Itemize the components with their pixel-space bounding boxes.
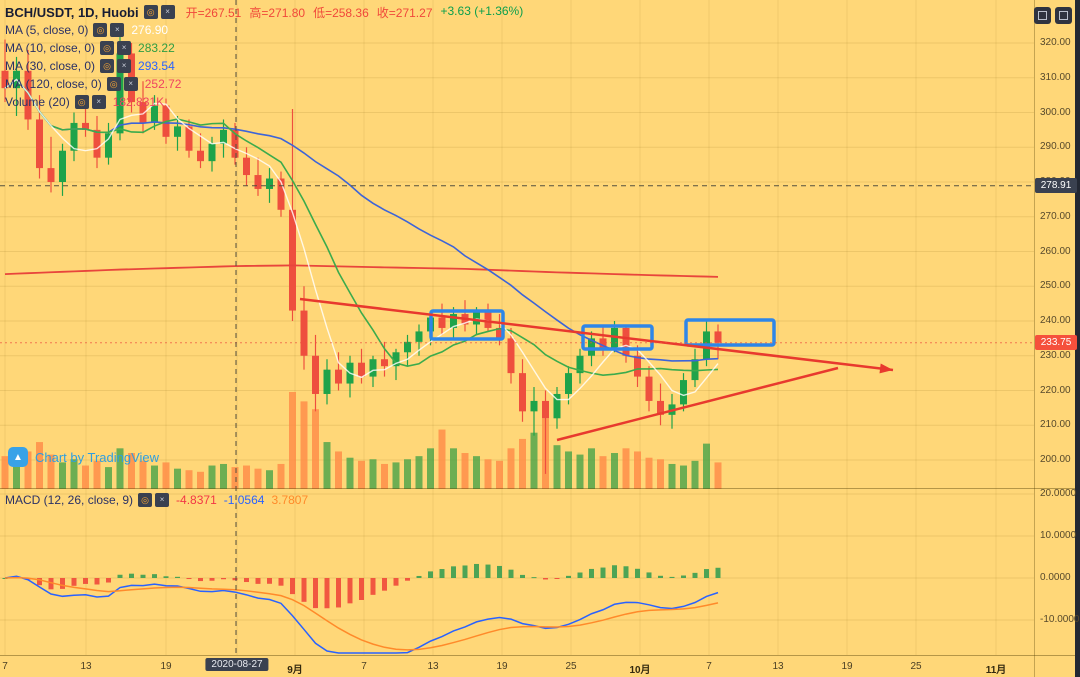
drawing-annotations[interactable] (299, 297, 894, 442)
macd-legend: MACD (12, 26, close, 9) ◎ × -4.8371 -1.05… (5, 492, 308, 508)
close-icon[interactable]: × (117, 41, 132, 55)
price-tick: 200.00 (1040, 454, 1071, 465)
panel-controls (1034, 7, 1072, 24)
price-tick: 220.00 (1040, 384, 1071, 396)
indicator-value: 293.54 (138, 59, 175, 73)
macd-tick: 10.0000 (1040, 530, 1077, 541)
macd-tick: 0.0000 (1040, 572, 1071, 583)
time-tick: 7 (2, 661, 8, 672)
trend-line (556, 366, 839, 442)
price-tick: 240.00 (1040, 315, 1071, 326)
time-tick: 19 (496, 661, 508, 672)
ohlc-open: 开=267.51 (185, 5, 242, 20)
consolidation-box (581, 324, 654, 351)
price-tick: 320.00 (1040, 37, 1071, 48)
ohlc-change: +3.63 (+1.36%) (440, 3, 524, 18)
indicator-value: 283.22 (138, 41, 175, 55)
time-tick: 13 (80, 661, 92, 672)
indicator-row-volume: Volume (20) ◎ × 182.831K (5, 93, 523, 111)
visibility-toggle-icon[interactable]: ◎ (93, 23, 108, 37)
price-tick: 300.00 (1040, 106, 1071, 118)
consolidation-box (684, 318, 776, 347)
right-edge-strip (1075, 0, 1080, 677)
time-tick: 13 (427, 661, 439, 672)
last-price-badge: 233.75 (1035, 334, 1077, 350)
macd-line-value: -1.0564 (223, 493, 265, 507)
indicator-value: 252.72 (144, 77, 182, 91)
price-tick: 250.00 (1040, 280, 1071, 292)
ohlc-high: 高=271.80 (249, 5, 306, 20)
ohlc-values: 开=267.51 高=271.80 低=258.36 收=271.27 +3.6… (186, 4, 524, 21)
price-tick: 230.00 (1040, 349, 1071, 361)
macd-signal-value: 3.7807 (271, 493, 309, 507)
visibility-toggle-icon[interactable]: ◎ (100, 59, 115, 73)
indicator-row-ma120: MA (120, close, 0) ◎ × 252.72 (5, 75, 523, 93)
tradingview-logo-icon: ▲ (8, 447, 28, 467)
close-icon[interactable]: × (91, 95, 106, 109)
consolidation-box (429, 309, 505, 341)
time-tick: 19 (160, 661, 172, 672)
price-tick: 210.00 (1040, 419, 1071, 431)
time-tick: 13 (772, 661, 784, 672)
pane-settings-icon[interactable] (1055, 7, 1072, 24)
close-icon[interactable]: × (155, 493, 170, 507)
indicator-label[interactable]: MA (120, close, 0) (5, 77, 102, 91)
time-tick: 10月 (629, 665, 651, 676)
legend: BCH/USDT, 1D, Huobi ◎ × 开=267.51 高=271.8… (5, 3, 523, 111)
indicator-value: 276.90 (131, 23, 169, 37)
watermark-text: Chart by TradingView (35, 449, 160, 465)
crosshair-price-badge: 278.91 (1035, 177, 1077, 193)
visibility-toggle-icon[interactable]: ◎ (106, 77, 121, 91)
price-tick: 310.00 (1040, 71, 1071, 83)
macd-tick: -10.0000 (1040, 614, 1080, 625)
indicator-label[interactable]: Volume (20) (5, 95, 70, 109)
time-tick: 25 (910, 661, 922, 672)
visibility-toggle-icon[interactable]: ◎ (74, 95, 89, 109)
indicator-label[interactable]: MA (10, close, 0) (5, 41, 96, 55)
time-tick: 25 (565, 661, 577, 672)
indicator-row-ma5: MA (5, close, 0) ◎ × 276.90 (5, 21, 523, 39)
volume-bars (1, 392, 722, 489)
indicator-row-ma30: MA (30, close, 0) ◎ × 293.54 (5, 57, 523, 75)
indicator-row-ma10: MA (10, close, 0) ◎ × 283.22 (5, 39, 523, 57)
crosshair (0, 0, 1034, 655)
time-tick: 11月 (985, 665, 1007, 676)
maximize-pane-icon[interactable] (1034, 7, 1051, 24)
close-icon[interactable]: × (123, 77, 138, 91)
price-tick: 290.00 (1040, 141, 1071, 153)
visibility-toggle-icon[interactable]: ◎ (100, 41, 115, 55)
close-icon[interactable]: × (110, 23, 125, 37)
indicator-label[interactable]: MA (30, close, 0) (5, 59, 96, 73)
macd-tick: 20.0000 (1040, 488, 1077, 499)
symbol-row: BCH/USDT, 1D, Huobi ◎ × 开=267.51 高=271.8… (5, 3, 523, 21)
time-tick: 7 (361, 661, 367, 672)
moving-averages (4, 78, 719, 401)
symbol-title[interactable]: BCH/USDT, 1D, Huobi (5, 4, 139, 20)
indicator-label[interactable]: MA (5, close, 0) (5, 23, 89, 37)
crosshair-date-badge: 2020-08-27 (205, 658, 269, 671)
price-tick: 270.00 (1040, 210, 1071, 222)
visibility-toggle-icon[interactable]: ◎ (143, 5, 158, 19)
ohlc-low: 低=258.36 (313, 5, 369, 20)
macd-hist-value: -4.8371 (176, 493, 217, 507)
ohlc-close: 收=271.27 (376, 5, 433, 20)
tradingview-watermark[interactable]: ▲ Chart by TradingView (8, 447, 159, 467)
time-tick: 9月 (287, 665, 303, 676)
time-tick: 19 (841, 661, 853, 672)
macd-pane (2, 563, 721, 654)
time-tick: 7 (706, 661, 712, 672)
macd-label[interactable]: MACD (12, 26, close, 9) (5, 493, 134, 507)
trend-line (299, 297, 894, 372)
trend-arrowhead (879, 363, 893, 374)
close-icon[interactable]: × (117, 59, 132, 73)
close-icon[interactable]: × (160, 5, 175, 19)
visibility-toggle-icon[interactable]: ◎ (138, 493, 153, 507)
indicator-value: 182.831K (112, 95, 165, 109)
price-tick: 260.00 (1040, 245, 1071, 257)
